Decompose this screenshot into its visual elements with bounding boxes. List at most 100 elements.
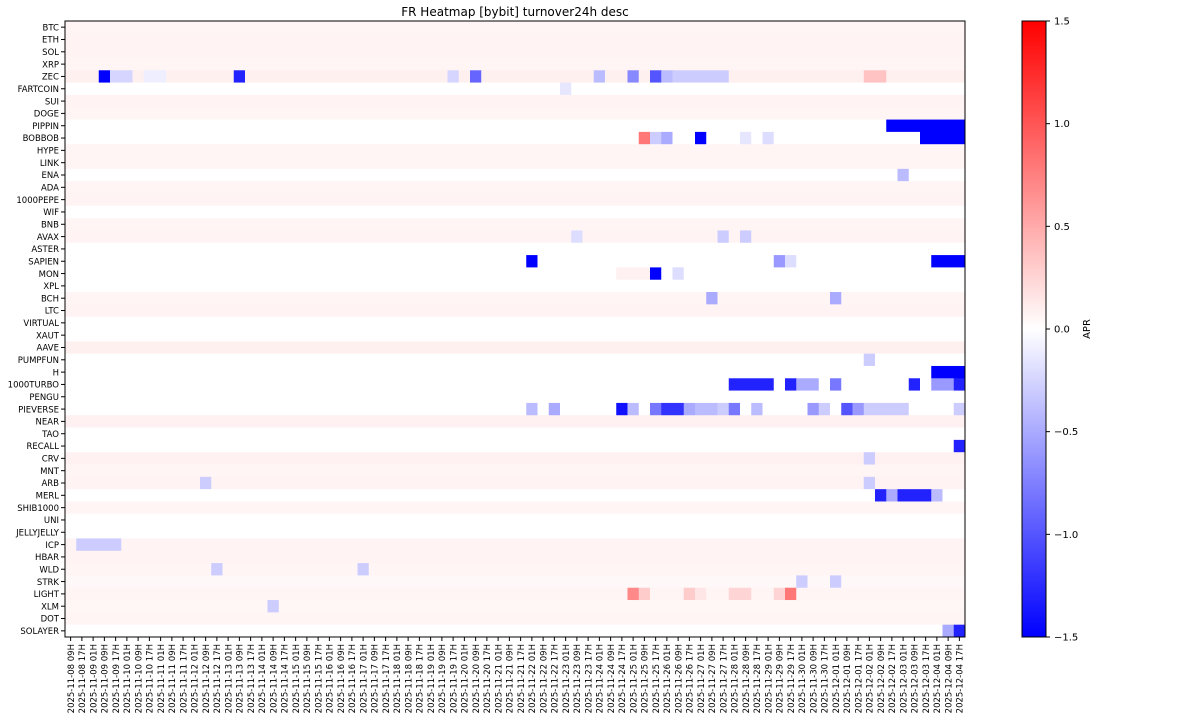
heatmap-cell — [155, 538, 167, 552]
heatmap-cell — [818, 600, 831, 613]
heatmap-cell — [447, 181, 460, 194]
heatmap-cell — [323, 365, 336, 379]
heatmap-cell — [323, 378, 336, 391]
heatmap-cell — [346, 131, 358, 145]
heatmap-cell — [357, 57, 370, 71]
heatmap-cell — [458, 45, 471, 59]
heatmap-cell — [155, 612, 167, 625]
heatmap-cell — [863, 563, 876, 576]
heatmap-cell — [503, 390, 516, 404]
heatmap-cell — [830, 218, 842, 231]
heatmap-cell — [166, 464, 178, 478]
heatmap-cell — [661, 119, 673, 133]
heatmap-cell — [278, 279, 291, 293]
column-label: 2025-12-03 01H — [899, 644, 909, 713]
heatmap-cell — [323, 464, 336, 478]
heatmap-cell — [661, 168, 673, 182]
heatmap-cell — [593, 94, 606, 108]
heatmap-cell — [211, 476, 223, 490]
heatmap-cell — [346, 279, 358, 293]
heatmap-cell — [301, 513, 313, 527]
heatmap-cell — [301, 415, 313, 428]
heatmap-cell — [942, 94, 955, 108]
heatmap-cell — [773, 316, 786, 330]
heatmap-cell — [593, 316, 606, 330]
heatmap-cell — [290, 45, 302, 59]
heatmap-cell — [481, 526, 493, 539]
heatmap-cell — [526, 119, 538, 133]
heatmap-cell — [166, 94, 178, 108]
heatmap-cell — [346, 402, 358, 416]
heatmap-cell — [920, 168, 932, 182]
heatmap-cell — [155, 316, 167, 330]
heatmap-cell — [537, 365, 550, 379]
heatmap-cell — [155, 390, 167, 404]
heatmap-cell — [897, 107, 910, 120]
heatmap-cell — [312, 94, 325, 108]
heatmap-cell — [200, 427, 212, 441]
heatmap-cell — [571, 45, 583, 59]
heatmap-cell — [560, 464, 572, 478]
heatmap-cell — [650, 341, 662, 354]
heatmap-cell — [312, 341, 325, 354]
heatmap-cell — [740, 365, 752, 379]
heatmap-cell — [278, 439, 291, 453]
heatmap-cell — [267, 538, 280, 552]
heatmap-cell — [110, 378, 122, 391]
row-label: ENA — [41, 171, 59, 181]
heatmap-cell — [560, 304, 572, 317]
heatmap-cell — [357, 193, 370, 207]
heatmap-cell — [402, 292, 415, 305]
heatmap-cell — [706, 550, 718, 564]
heatmap-cell — [830, 181, 842, 194]
heatmap-cell — [886, 476, 898, 490]
heatmap-cell — [931, 624, 943, 638]
heatmap-cell — [177, 464, 190, 478]
heatmap-cell — [807, 415, 820, 428]
heatmap-cell — [87, 45, 100, 59]
heatmap-cell — [863, 353, 876, 367]
heatmap-cell — [470, 94, 482, 108]
heatmap-cell — [638, 439, 651, 453]
heatmap-cell — [278, 427, 291, 441]
heatmap-cell — [470, 402, 482, 416]
heatmap-cell — [211, 82, 223, 96]
heatmap-cell — [560, 94, 572, 108]
heatmap-cell — [155, 33, 167, 46]
column-label: 2025-11-09 01H — [89, 644, 99, 713]
column-label: 2025-11-20 01H — [461, 644, 471, 713]
heatmap-cell — [942, 365, 955, 379]
heatmap-cell — [368, 205, 381, 219]
heatmap-cell — [278, 353, 291, 367]
heatmap-cell — [526, 181, 538, 194]
heatmap-cell — [717, 316, 730, 330]
heatmap-cell — [908, 341, 921, 354]
heatmap-cell — [740, 168, 752, 182]
heatmap-cell — [942, 587, 955, 601]
heatmap-cell — [267, 21, 280, 34]
heatmap-cell — [650, 304, 662, 317]
heatmap-cell — [683, 624, 696, 638]
heatmap-cell — [515, 476, 527, 490]
heatmap-cell — [841, 144, 853, 157]
heatmap-cell — [76, 144, 88, 157]
heatmap-cell — [762, 402, 775, 416]
heatmap-cell — [222, 131, 235, 145]
heatmap-cell — [211, 587, 223, 601]
heatmap-cell — [863, 304, 876, 317]
heatmap-cell — [638, 390, 651, 404]
heatmap-cell — [886, 107, 898, 120]
heatmap-cell — [942, 427, 955, 441]
heatmap-cell — [931, 144, 943, 157]
heatmap-cell — [211, 21, 223, 34]
heatmap-cell — [188, 304, 201, 317]
heatmap-cell — [638, 415, 651, 428]
heatmap-cell — [312, 452, 325, 465]
heatmap-cell — [695, 365, 707, 379]
heatmap-cell — [751, 402, 763, 416]
heatmap-cell — [402, 513, 415, 527]
heatmap-cell — [87, 218, 100, 231]
heatmap-cell — [391, 365, 403, 379]
heatmap-cell — [571, 526, 583, 539]
heatmap-cell — [335, 501, 347, 515]
